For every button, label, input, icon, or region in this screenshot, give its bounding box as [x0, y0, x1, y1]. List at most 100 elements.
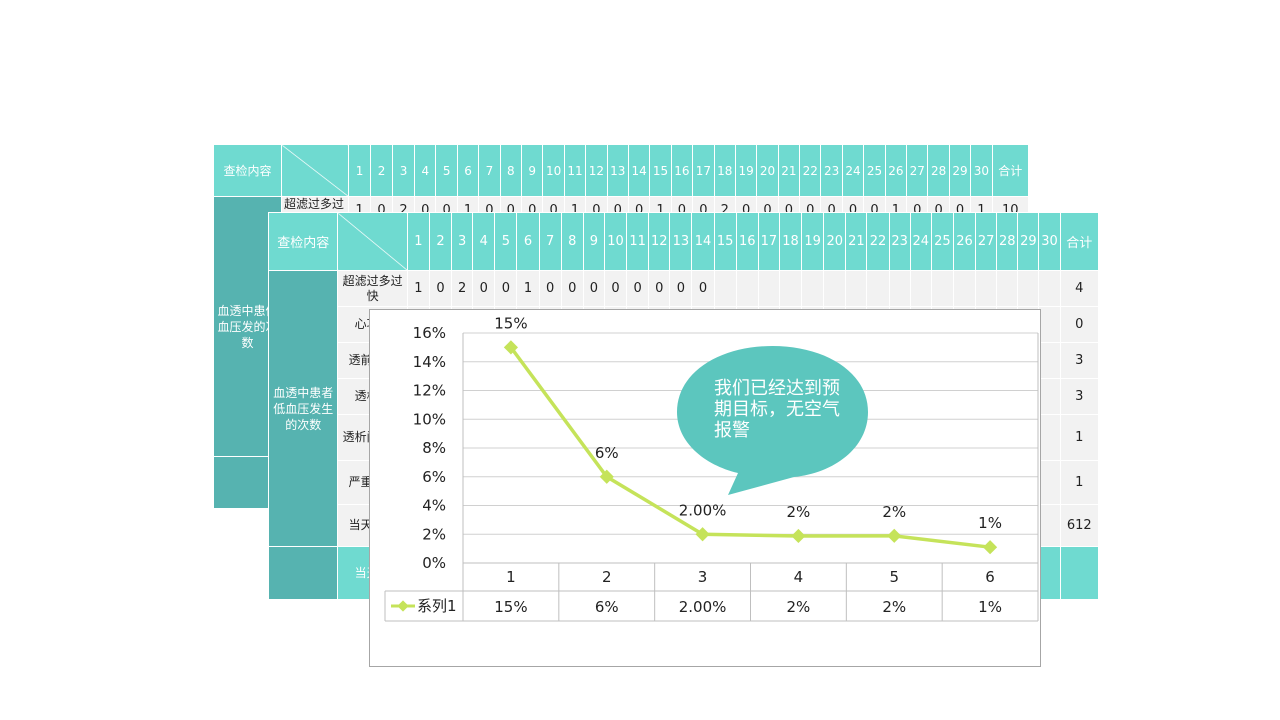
diagonal-header-cell: [281, 144, 350, 197]
day-header: 23: [888, 212, 911, 271]
total-cell: 1: [1059, 414, 1100, 461]
total-cell: 1: [1059, 460, 1100, 505]
y-tick-label: 10%: [413, 410, 446, 428]
day-header: 23: [820, 144, 843, 197]
value-cell: [952, 270, 977, 307]
header-label: 查检内容: [213, 144, 283, 197]
day-header: 24: [841, 144, 865, 197]
day-header: 11: [626, 212, 650, 271]
value-cell: 0: [582, 270, 605, 307]
value-cell: 0: [669, 270, 693, 307]
total-cell: 612: [1059, 504, 1100, 547]
data-label: 2.00%: [679, 501, 727, 519]
day-header: 8: [560, 212, 584, 271]
day-header: 4: [414, 144, 437, 197]
speech-bubble: [677, 346, 868, 495]
day-header: 22: [799, 144, 822, 197]
value-cell: [713, 270, 737, 307]
data-point: [791, 528, 806, 544]
day-header: 25: [863, 144, 886, 197]
day-header: 25: [930, 212, 954, 271]
value-cell: 1: [406, 270, 430, 307]
table-row: 血透中患者低血压发生的次数 超滤过多过快 1 0 2 0 0 1 0 0 0 0 0 0 0 0 4: [267, 270, 1100, 547]
day-header: 1: [406, 212, 430, 271]
footer-cell: [1038, 546, 1061, 600]
value-cell: [757, 270, 780, 307]
total-header: 合计: [1059, 212, 1100, 271]
speech-bubble-shape: [677, 346, 868, 495]
day-header: 20: [823, 212, 847, 271]
total-header: 合计: [991, 144, 1029, 197]
x-category-label: 5: [889, 568, 899, 586]
day-header: 2: [428, 212, 453, 271]
data-point: [503, 340, 518, 355]
day-header: 15: [713, 212, 737, 271]
value-cell: 0: [691, 270, 715, 307]
day-header: 29: [1017, 212, 1040, 271]
day-header: 9: [521, 144, 544, 197]
day-header: 20: [756, 144, 779, 197]
legend-label: 系列1: [417, 597, 457, 615]
day-header: 19: [734, 144, 758, 197]
day-header: 3: [392, 144, 416, 197]
day-header: 6: [516, 212, 540, 271]
total-cell: 0: [1059, 306, 1100, 343]
value-cell: 0: [648, 270, 671, 307]
day-header: 13: [606, 144, 629, 197]
value-cell: [996, 270, 1019, 307]
x-category-label: 2: [602, 568, 612, 586]
value-cell: [1038, 414, 1061, 461]
day-header: 12: [648, 212, 671, 271]
day-header: 30: [1038, 212, 1061, 271]
day-header: 15: [649, 144, 672, 197]
category-cell: 血透中患者低血压发生的次数: [267, 270, 339, 547]
value-cell: 2: [451, 270, 474, 307]
total-cell: 3: [1059, 378, 1100, 415]
value-cell: 0: [603, 270, 628, 307]
day-header: 3: [451, 212, 474, 271]
value-cell: 0: [494, 270, 518, 307]
data-point: [983, 540, 998, 555]
day-header: 7: [538, 212, 562, 271]
y-tick-label: 12%: [413, 382, 446, 400]
day-header: 28: [927, 144, 950, 197]
day-header: 19: [801, 212, 825, 271]
day-header: 10: [603, 212, 628, 271]
x-category-label: 1: [506, 568, 516, 586]
value-cell: [1038, 504, 1061, 547]
y-tick-label: 0%: [422, 554, 446, 572]
value-cell: [735, 270, 759, 307]
table-value: 6%: [595, 598, 619, 616]
x-category-label: 6: [985, 568, 995, 586]
day-header: 16: [670, 144, 694, 197]
value-cell: [909, 270, 932, 307]
day-header: 8: [499, 144, 523, 197]
legend-marker: [397, 600, 409, 612]
day-header: 11: [563, 144, 587, 197]
value-cell: 1: [516, 270, 540, 307]
value-cell: [930, 270, 954, 307]
value-cell: [866, 270, 890, 307]
total-cell: 4: [1059, 270, 1100, 307]
day-header: 22: [866, 212, 890, 271]
value-cell: [823, 270, 847, 307]
table-value: 2%: [787, 598, 811, 616]
value-cell: [1038, 270, 1061, 307]
day-header: 18: [778, 212, 803, 271]
value-cell: 0: [472, 270, 496, 307]
day-header: 5: [494, 212, 518, 271]
day-header: 21: [777, 144, 801, 197]
diagonal-header-cell: [337, 212, 408, 271]
day-header: 18: [713, 144, 736, 197]
value-cell: [1017, 270, 1040, 307]
data-label: 1%: [978, 514, 1002, 532]
table-value: 1%: [978, 598, 1002, 616]
day-header: 28: [996, 212, 1019, 271]
y-tick-label: 16%: [413, 324, 446, 342]
day-header: 9: [582, 212, 605, 271]
day-header: 10: [542, 144, 565, 197]
day-header: 14: [691, 212, 715, 271]
value-cell: [975, 270, 998, 307]
value-cell: [801, 270, 825, 307]
day-header: 27: [975, 212, 998, 271]
